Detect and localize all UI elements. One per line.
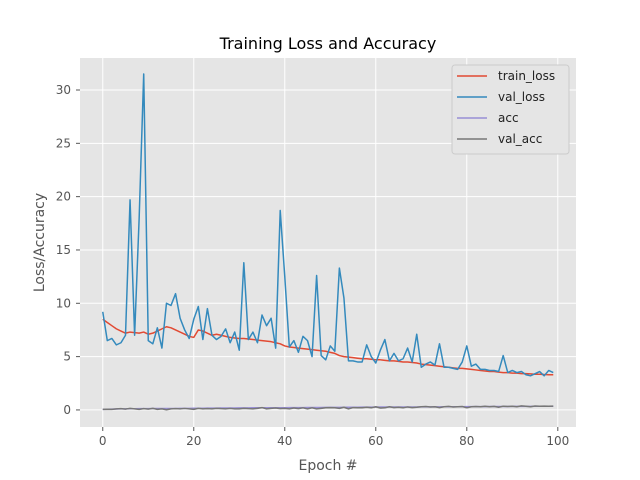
legend-box [451,64,570,155]
x-tick-label: 80 [459,434,474,448]
grid-lines [80,58,576,427]
series-line-val-acc [102,405,554,411]
x-tick-label: 20 [186,434,201,448]
x-tick-label: 0 [99,434,107,448]
x-tick-label: 100 [546,434,569,448]
y-tick-label: 30 [56,83,71,97]
chart-title: Training Loss and Accuracy [219,34,437,53]
legend-label-val-loss: val_loss [498,90,545,104]
x-axis-ticks: 0 20 40 60 80 100 [99,427,569,448]
legend-label-acc: acc [498,111,519,125]
y-tick-label: 0 [63,403,71,417]
y-tick-label: 5 [63,350,71,364]
x-tick-label: 60 [368,434,383,448]
y-tick-label: 15 [56,243,71,257]
legend: train_loss val_loss acc val_acc [451,64,570,155]
series-line-val-loss [102,73,554,377]
legend-label-val-acc: val_acc [498,132,542,146]
y-axis-label: Loss/Accuracy [32,193,48,292]
y-tick-label: 10 [56,296,71,310]
y-tick-label: 20 [56,190,71,204]
y-axis-ticks: 0 5 10 15 20 25 30 [56,83,80,417]
series-lines [102,73,554,411]
x-axis-label: Epoch # [298,458,357,474]
y-tick-label: 25 [56,136,71,150]
x-tick-label: 40 [277,434,292,448]
legend-label-train-loss: train_loss [498,69,555,83]
